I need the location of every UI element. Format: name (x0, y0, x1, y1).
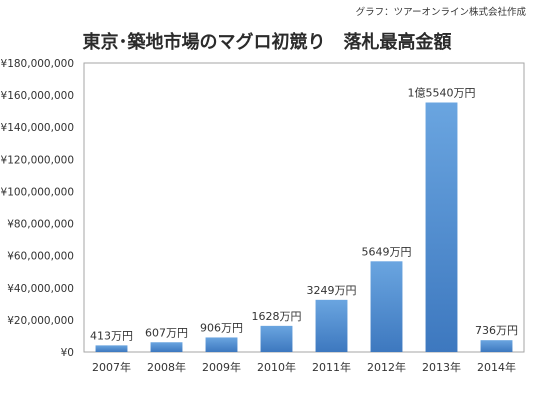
bar (95, 345, 128, 352)
bar (260, 325, 293, 352)
data-labels: 413万円 607万円 906万円 1628万円 3249万円 5649万円 1億5540万… (90, 86, 518, 342)
data-label: 607万円 (145, 326, 188, 339)
x-tick-label: 2011年 (312, 360, 351, 374)
data-label: 3249万円 (307, 284, 357, 297)
y-tick-label: ¥0 (61, 347, 74, 359)
data-label: 413万円 (90, 329, 133, 342)
y-tick-label: ¥40,000,000 (7, 283, 74, 295)
x-tick-label: 2014年 (477, 360, 516, 374)
bar (425, 102, 458, 352)
bar (150, 342, 183, 352)
x-tick-label: 2009年 (202, 360, 241, 374)
y-tick-label: ¥80,000,000 (7, 219, 74, 231)
x-tick-label: 2008年 (147, 360, 186, 374)
x-axis-ticks: 2007年 2008年 2009年 2010年 2011年 2012年 2013年 2014年 (92, 360, 516, 374)
y-tick-label: ¥60,000,000 (7, 251, 74, 263)
y-tick-label: ¥100,000,000 (1, 186, 74, 198)
bar (205, 337, 238, 352)
chart-credit: グラフ：ツアーオンライン株式会社作成 (355, 7, 526, 18)
chart-title: 東京･築地市場のマグロ初競り 落札最高金額 (82, 32, 452, 53)
bar (480, 340, 513, 352)
y-tick-label: ¥140,000,000 (1, 122, 74, 134)
y-tick-label: ¥180,000,000 (1, 58, 74, 70)
y-tick-label: ¥20,000,000 (7, 315, 74, 327)
x-tick-label: 2010年 (257, 360, 296, 374)
bars (95, 102, 513, 352)
plot-frame (83, 62, 525, 353)
x-tick-label: 2013年 (422, 360, 461, 374)
data-label: 736万円 (475, 324, 518, 337)
y-axis-ticks: ¥0 ¥20,000,000 ¥40,000,000 ¥60,000,000 ¥80,0… (1, 58, 74, 359)
data-label: 1億5540万円 (408, 86, 476, 99)
bar (370, 261, 403, 352)
y-tick-label: ¥160,000,000 (1, 90, 74, 102)
data-label: 906万円 (200, 321, 243, 334)
data-label: 5649万円 (362, 245, 412, 258)
y-tick-label: ¥120,000,000 (1, 154, 74, 166)
bar (315, 299, 348, 352)
data-label: 1628万円 (252, 310, 302, 323)
x-tick-label: 2007年 (92, 360, 131, 374)
x-tick-label: 2012年 (367, 360, 406, 374)
